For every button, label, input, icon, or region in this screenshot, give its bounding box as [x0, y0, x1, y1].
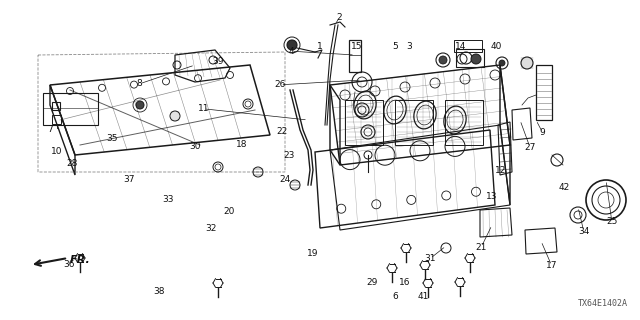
Circle shape — [499, 60, 505, 66]
Text: 29: 29 — [367, 278, 378, 287]
Text: 4: 4 — [289, 47, 294, 56]
Text: 8: 8 — [137, 79, 142, 88]
FancyArrowPatch shape — [35, 259, 65, 266]
Circle shape — [439, 56, 447, 64]
Text: 30: 30 — [189, 142, 201, 151]
Text: 38: 38 — [153, 287, 164, 296]
Text: 6: 6 — [393, 292, 398, 301]
Text: 27: 27 — [524, 143, 536, 152]
Text: 7: 7 — [47, 125, 52, 134]
Text: 11: 11 — [198, 104, 209, 113]
Text: 10: 10 — [51, 147, 62, 156]
Bar — [52, 115, 61, 124]
Bar — [454, 40, 482, 52]
Text: 15: 15 — [351, 42, 363, 51]
Bar — [456, 49, 484, 67]
Text: 34: 34 — [578, 227, 589, 236]
Bar — [52, 102, 60, 110]
Text: 17: 17 — [546, 261, 557, 270]
Bar — [536, 65, 552, 120]
Text: 36: 36 — [63, 260, 75, 269]
Text: 22: 22 — [276, 127, 287, 136]
Text: TX64E1402A: TX64E1402A — [578, 299, 628, 308]
Text: 35: 35 — [106, 134, 118, 143]
Text: 12: 12 — [495, 166, 506, 175]
Text: 37: 37 — [124, 175, 135, 184]
Text: 24: 24 — [279, 175, 291, 184]
Circle shape — [471, 54, 481, 64]
Text: 39: 39 — [212, 57, 223, 66]
Text: 23: 23 — [284, 151, 295, 160]
Text: 2: 2 — [337, 13, 342, 22]
Text: 18: 18 — [236, 140, 248, 149]
Text: 14: 14 — [455, 42, 467, 51]
Text: 13: 13 — [486, 192, 497, 201]
Text: 42: 42 — [559, 183, 570, 192]
Text: 9: 9 — [540, 128, 545, 137]
Bar — [349, 40, 361, 72]
Text: 26: 26 — [275, 80, 286, 89]
Text: 5: 5 — [393, 42, 398, 51]
Text: 1: 1 — [317, 42, 323, 51]
Circle shape — [136, 101, 144, 109]
Bar — [43, 93, 98, 125]
Text: 16: 16 — [399, 278, 410, 287]
Circle shape — [287, 40, 297, 50]
Text: 25: 25 — [606, 217, 618, 226]
Text: 19: 19 — [307, 249, 318, 258]
Text: 3: 3 — [407, 42, 412, 51]
Text: 33: 33 — [162, 195, 173, 204]
Text: 28: 28 — [66, 159, 77, 168]
Text: 20: 20 — [223, 207, 235, 216]
Text: 31: 31 — [424, 254, 436, 263]
Text: 40: 40 — [490, 42, 502, 51]
Text: 32: 32 — [205, 224, 217, 233]
Text: 21: 21 — [476, 243, 487, 252]
Text: 41: 41 — [418, 292, 429, 301]
Text: FR.: FR. — [70, 255, 91, 265]
